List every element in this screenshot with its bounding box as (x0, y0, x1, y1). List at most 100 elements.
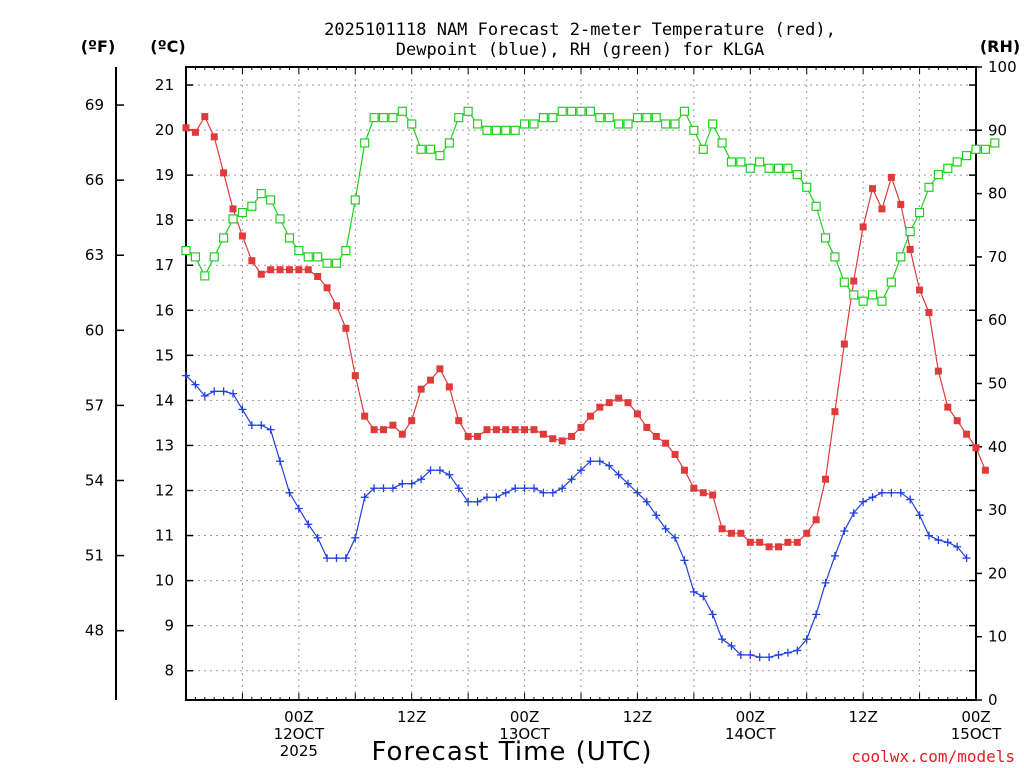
dewpoint-point (341, 554, 350, 563)
chart-title-line-2: Dewpoint (blue), RH (green) for KLGA (396, 40, 764, 60)
dewpoint-point (285, 488, 294, 497)
celsius-tick-label: 16 (155, 301, 174, 319)
rh-point (425, 144, 436, 154)
series-rh (181, 106, 1000, 306)
temperature-point (869, 185, 877, 193)
dewpoint-point (388, 484, 397, 493)
fahrenheit-tick-label: 48 (85, 622, 104, 640)
rh-tick-label: 100 (988, 58, 1017, 76)
rh-point (529, 119, 539, 129)
rh-point (755, 157, 765, 167)
temperature-point (887, 173, 895, 181)
temperature-point (812, 516, 820, 524)
celsius-tick-label: 8 (164, 662, 174, 680)
dewpoint-point (276, 457, 285, 466)
y-tick-labels: 8 9 10 11 12 13 14 15 16 17 18 19 20 21 48 51 54 57 60 63 66… (85, 58, 1017, 709)
gridlines (186, 67, 976, 700)
temperature-point (417, 385, 425, 393)
rh-point (341, 245, 351, 256)
rh-point (708, 119, 718, 129)
x-tick-label: 12Z (848, 708, 877, 726)
temperature-point (483, 426, 491, 434)
x-tick-label: 12Z (623, 708, 652, 726)
temperature-point (521, 426, 529, 434)
rh-point (689, 125, 699, 135)
rh-point (266, 195, 276, 205)
temperature-point (916, 286, 924, 294)
temperature-point (539, 430, 547, 438)
temperature-point (822, 475, 830, 483)
rh-point (585, 106, 596, 116)
rh-point (961, 151, 972, 161)
temperature-point (596, 403, 604, 411)
rh-point (933, 170, 943, 180)
temperature-point (295, 266, 303, 274)
temperature-point (652, 432, 660, 440)
rh-point (557, 106, 567, 116)
x-tick-label: 00Z (510, 708, 539, 726)
temperature-point (445, 383, 453, 391)
dewpoint-point (661, 524, 670, 533)
dewpoint-point (548, 488, 557, 497)
dewpoint-point (370, 484, 379, 493)
rh-point (519, 119, 530, 129)
dewpoint-point (793, 646, 802, 655)
rh-point (783, 163, 793, 173)
temperature-point (953, 417, 961, 425)
rh-point (510, 125, 520, 135)
dewpoint-point (266, 425, 275, 434)
temperature-point (238, 232, 246, 240)
fahrenheit-tick-label: 63 (85, 246, 104, 264)
temperature-point (220, 169, 228, 177)
rh-point (378, 113, 389, 123)
rh-point (679, 106, 690, 116)
temperature-point (436, 365, 444, 373)
temperature-point (408, 417, 416, 425)
rh-point (830, 252, 840, 262)
series-dewpoint (182, 371, 971, 662)
temperature-point (229, 205, 237, 213)
temperature-point (662, 439, 670, 447)
temperature-point (963, 430, 971, 438)
dewpoint-point (877, 488, 886, 497)
rh-point (886, 277, 896, 287)
dewpoint-point (934, 536, 943, 545)
chart-title: 2025101118 NAM Forecast 2-meter Temperat… (324, 20, 836, 60)
rh-tick-label: 30 (988, 501, 1007, 519)
temperature-point (351, 372, 359, 380)
temperature-point (380, 426, 387, 434)
data-series (181, 106, 1000, 662)
dewpoint-point (736, 650, 745, 659)
rh-point (952, 157, 962, 167)
rh-point (990, 138, 1000, 148)
rh-tick-label: 10 (988, 628, 1007, 646)
rh-point (256, 189, 266, 199)
temperature-point (342, 324, 350, 332)
rh-point (416, 144, 426, 154)
temperature-point (690, 484, 698, 492)
rh-tick-label: 90 (988, 121, 1007, 139)
celsius-unit-label: (ºC) (150, 37, 185, 56)
rh-tick-label: 70 (988, 248, 1007, 266)
rh-unit-label: (RH) (980, 37, 1020, 56)
rh-point (284, 233, 295, 243)
dewpoint-point (671, 533, 680, 542)
rh-point (538, 113, 548, 123)
dewpoint-point (304, 520, 313, 529)
celsius-tick-label: 20 (155, 121, 174, 139)
dewpoint-point (247, 421, 256, 430)
dewpoint-point (417, 475, 426, 484)
rh-point (322, 258, 332, 268)
dewpoint-point (727, 641, 736, 650)
rh-point (181, 245, 191, 256)
temperature-point (427, 376, 435, 384)
temperature-point (718, 525, 726, 533)
dewpoint-point (558, 484, 567, 493)
x-tick-label: 12OCT (274, 725, 325, 743)
rh-point (642, 113, 652, 123)
temperature-point (332, 302, 340, 310)
temperature-point (972, 444, 980, 452)
rh-point (670, 119, 680, 129)
temperature-point (248, 257, 256, 265)
dewpoint-point (511, 484, 520, 493)
